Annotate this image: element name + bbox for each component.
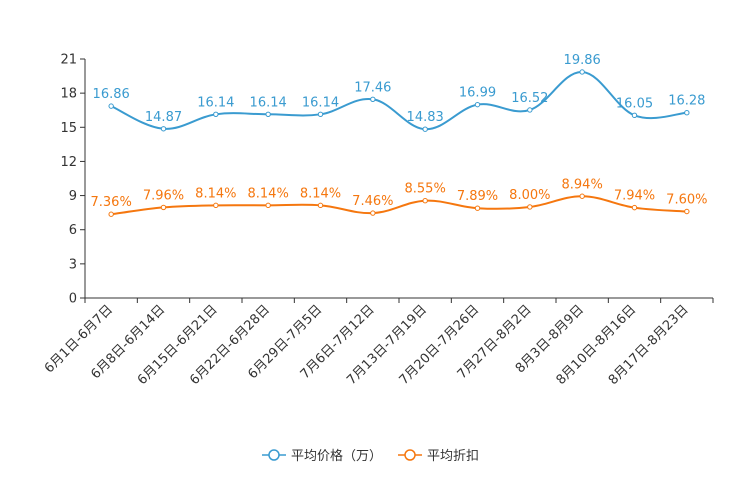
data-label: 8.14% (300, 186, 341, 201)
legend-label: 平均折扣 (427, 449, 479, 464)
legend-marker (404, 449, 416, 461)
data-label: 14.87 (145, 110, 182, 125)
y-tick-label: 3 (69, 257, 77, 272)
data-point[interactable] (422, 126, 428, 132)
series-2: 7.36% 7.96% 8.14% 8.14% 8.14% 7.46% 8.55% 7.89%… (91, 177, 707, 217)
data-point[interactable] (579, 193, 585, 199)
data-label: 16.14 (197, 95, 234, 110)
data-point[interactable] (213, 111, 219, 118)
data-label: 7.36% (91, 195, 132, 210)
legend-label: 平均价格（万） (291, 448, 382, 464)
data-point[interactable] (160, 204, 167, 211)
data-label: 16.28 (668, 94, 705, 109)
data-point[interactable] (474, 101, 481, 108)
data-label: 16.99 (459, 86, 496, 101)
data-label: 19.86 (564, 53, 601, 68)
data-label: 8.14% (195, 186, 236, 201)
data-point[interactable] (265, 111, 271, 118)
data-point[interactable] (684, 208, 690, 215)
series-layer: 16.86 14.87 16.14 16.14 16.14 17.46 14.83 16.99… (91, 53, 707, 217)
y-tick-label: 12 (60, 155, 77, 170)
data-point[interactable] (527, 107, 533, 113)
series-line (111, 195, 687, 216)
data-label: 7.89% (457, 189, 498, 204)
data-point[interactable] (160, 126, 167, 132)
y-tick-label: 6 (69, 223, 77, 238)
data-point[interactable] (631, 112, 638, 119)
data-label: 17.46 (354, 80, 391, 95)
data-point[interactable] (265, 202, 271, 209)
data-label: 16.14 (302, 95, 339, 110)
legend-item-1[interactable]: 平均价格（万） (262, 448, 382, 464)
legend-item-2[interactable]: 平均折扣 (398, 449, 479, 464)
data-point[interactable] (317, 202, 324, 209)
y-tick-label: 0 (69, 292, 77, 307)
data-point[interactable] (213, 202, 219, 209)
data-point[interactable] (684, 110, 690, 116)
y-tick-label: 9 (69, 189, 77, 204)
data-point[interactable] (579, 69, 585, 75)
data-point[interactable] (108, 103, 114, 109)
data-label: 16.86 (93, 87, 130, 102)
data-label: 8.00% (509, 188, 550, 203)
legend[interactable]: 平均价格（万） 平均折扣 (262, 448, 479, 464)
data-label: 8.14% (248, 186, 289, 201)
data-label: 14.83 (407, 110, 444, 125)
data-point[interactable] (108, 211, 114, 217)
data-label: 7.94% (614, 189, 655, 204)
data-label: 7.46% (352, 194, 393, 209)
data-point[interactable] (370, 210, 376, 216)
data-point[interactable] (422, 197, 428, 204)
data-label: 16.52 (511, 91, 548, 106)
data-point[interactable] (317, 111, 324, 118)
y-tick-label: 18 (60, 87, 77, 102)
y-tick-label: 15 (60, 121, 77, 136)
data-point[interactable] (474, 205, 481, 211)
data-label: 7.96% (143, 188, 184, 203)
data-point[interactable] (527, 204, 533, 210)
data-point[interactable] (631, 204, 638, 211)
data-label: 16.05 (616, 96, 653, 111)
data-label: 7.60% (666, 193, 707, 208)
legend-marker (268, 449, 280, 461)
y-tick-label: 21 (60, 53, 77, 68)
data-label: 16.14 (250, 95, 287, 110)
data-label: 8.94% (562, 177, 603, 192)
data-point[interactable] (370, 96, 376, 102)
data-label: 8.55% (405, 182, 446, 197)
axes: 0369121518216月1日-6月7日6月8日-6月14日6月15日-6月2… (42, 53, 714, 388)
series-1: 16.86 14.87 16.14 16.14 16.14 17.46 14.83 16.99… (93, 53, 705, 132)
